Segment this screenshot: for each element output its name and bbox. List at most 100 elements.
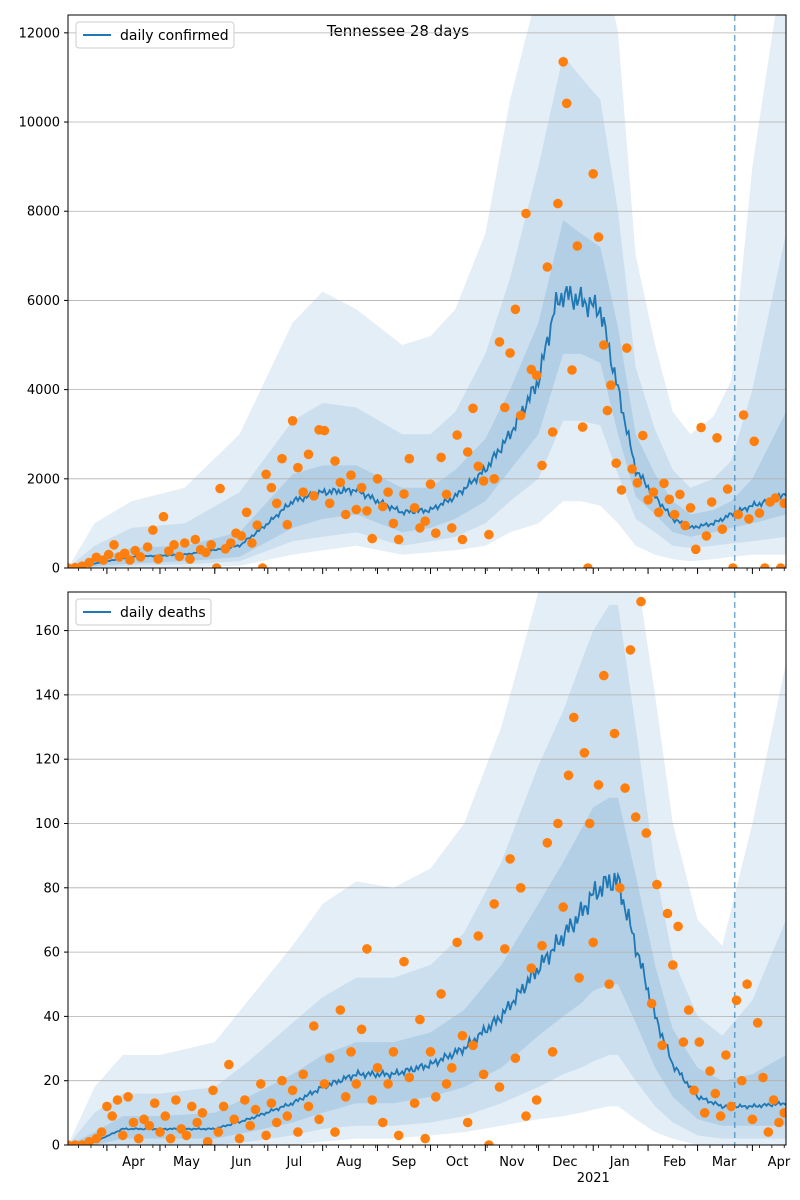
deaths-data-point xyxy=(683,1005,694,1015)
confirmed-data-point xyxy=(148,525,158,535)
confirmed-data-point xyxy=(158,511,169,522)
confirmed-data-point xyxy=(588,169,598,179)
deaths-data-point xyxy=(335,1005,346,1015)
deaths-data-point xyxy=(197,1108,208,1118)
deaths-data-point xyxy=(699,1108,710,1118)
x-tick-label: Dec xyxy=(552,1155,577,1170)
deaths-data-point xyxy=(641,828,652,838)
confirmed-data-point xyxy=(399,489,409,499)
deaths-uncertainty-bands xyxy=(68,592,786,1145)
confirmed-data-point xyxy=(298,487,309,498)
confirmed-data-point xyxy=(287,416,298,426)
deaths-data-point xyxy=(144,1120,155,1131)
confirmed-data-point xyxy=(103,549,114,560)
deaths-data-point xyxy=(378,1117,388,1128)
confirmed-data-point xyxy=(135,552,146,562)
deaths-y-tick-label: 0 xyxy=(52,1139,60,1154)
confirmed-data-point xyxy=(537,460,547,471)
confirmed-data-point xyxy=(335,477,346,488)
confirmed-data-point xyxy=(701,531,712,541)
deaths-data-point xyxy=(774,1117,784,1128)
confirmed-data-point xyxy=(468,403,478,414)
deaths-y-tick-label: 140 xyxy=(35,688,60,703)
x-tick-label: Aug xyxy=(336,1155,361,1170)
confirmed-model-line xyxy=(68,285,786,568)
deaths-data-point xyxy=(604,979,614,989)
x-tick-label: May xyxy=(173,1155,200,1170)
confirmed-data-point xyxy=(201,547,211,558)
confirmed-data-point xyxy=(277,453,287,464)
deaths-data-point xyxy=(462,1117,473,1128)
confirmed-data-point xyxy=(680,520,690,531)
deaths-data-point xyxy=(245,1120,255,1131)
deaths-data-point xyxy=(399,956,409,967)
confirmed-data-point xyxy=(478,476,489,486)
deaths-data-point xyxy=(293,1127,303,1137)
deaths-data-point xyxy=(678,1037,689,1047)
confirmed-data-point xyxy=(119,548,130,559)
deaths-data-point xyxy=(431,1092,441,1102)
confirmed-data-point xyxy=(257,563,268,568)
deaths-data-point xyxy=(636,596,646,607)
deaths-data-point xyxy=(652,879,662,890)
confirmed-data-point xyxy=(142,542,153,552)
deaths-data-point xyxy=(742,979,752,989)
deaths-data-point xyxy=(425,1047,436,1057)
deaths-data-point xyxy=(452,937,462,948)
confirmed-x-axis xyxy=(78,568,785,574)
deaths-data-point xyxy=(187,1101,197,1112)
deaths-data-point xyxy=(689,1085,699,1096)
confirmed-data-point xyxy=(515,410,526,421)
deaths-data-point xyxy=(489,899,500,909)
confirmed-data-point xyxy=(627,464,637,474)
confirmed-data-point xyxy=(717,524,728,534)
deaths-data-point xyxy=(715,1111,726,1121)
deaths-data-point xyxy=(367,1095,378,1105)
deaths-data-point xyxy=(526,963,537,973)
deaths-data-point xyxy=(478,1069,489,1080)
deaths-data-point xyxy=(351,1079,362,1089)
deaths-data-point xyxy=(324,1053,335,1063)
confirmed-data-point xyxy=(84,557,94,568)
confirmed-data-point xyxy=(561,98,572,109)
deaths-y-tick-label: 60 xyxy=(43,946,60,961)
confirmed-data-point xyxy=(775,563,786,568)
deaths-y-axis: 0 20 40 60 80 100 120 140 160 xyxy=(35,624,68,1154)
confirmed-data-point xyxy=(303,449,314,460)
deaths-data-point xyxy=(646,998,657,1009)
deaths-data-point xyxy=(181,1130,192,1141)
confirmed-data-point xyxy=(505,348,515,358)
confirmed-data-point xyxy=(738,410,749,420)
confirmed-data-point xyxy=(484,529,494,540)
confirmed-data-point xyxy=(675,489,685,500)
deaths-data-point xyxy=(176,1124,186,1134)
deaths-data-point xyxy=(569,712,579,723)
deaths-data-point xyxy=(726,1101,736,1112)
deaths-data-point xyxy=(620,783,630,793)
confirmed-y-tick-label: 4000 xyxy=(27,383,60,398)
deaths-data-point xyxy=(515,883,526,893)
confirmed-data-point xyxy=(190,534,201,545)
confirmed-data-point xyxy=(531,370,542,381)
x-tick-label: Nov xyxy=(499,1155,525,1170)
deaths-data-point xyxy=(139,1114,149,1125)
confirmed-data-point xyxy=(653,507,664,518)
deaths-data-point xyxy=(282,1111,293,1121)
x-tick-label: Sep xyxy=(392,1155,417,1170)
confirmed-data-point xyxy=(457,534,468,545)
confirmed-data-point xyxy=(356,482,367,493)
deaths-data-point xyxy=(415,1014,425,1025)
confirmed-data-point xyxy=(648,487,659,498)
deaths-data-point xyxy=(218,1101,229,1112)
deaths-data-point xyxy=(255,1079,266,1089)
x-tick-label: Mar xyxy=(712,1155,737,1170)
deaths-legend: daily deaths xyxy=(75,598,212,626)
deaths-data-point xyxy=(372,1063,383,1073)
deaths-data-point xyxy=(96,1127,107,1137)
deaths-data-point xyxy=(91,1133,102,1144)
confirmed-data-point xyxy=(409,503,420,513)
confirmed-data-point xyxy=(473,461,484,472)
confirmed-data-point xyxy=(130,545,140,556)
confirmed-data-point xyxy=(611,458,621,469)
